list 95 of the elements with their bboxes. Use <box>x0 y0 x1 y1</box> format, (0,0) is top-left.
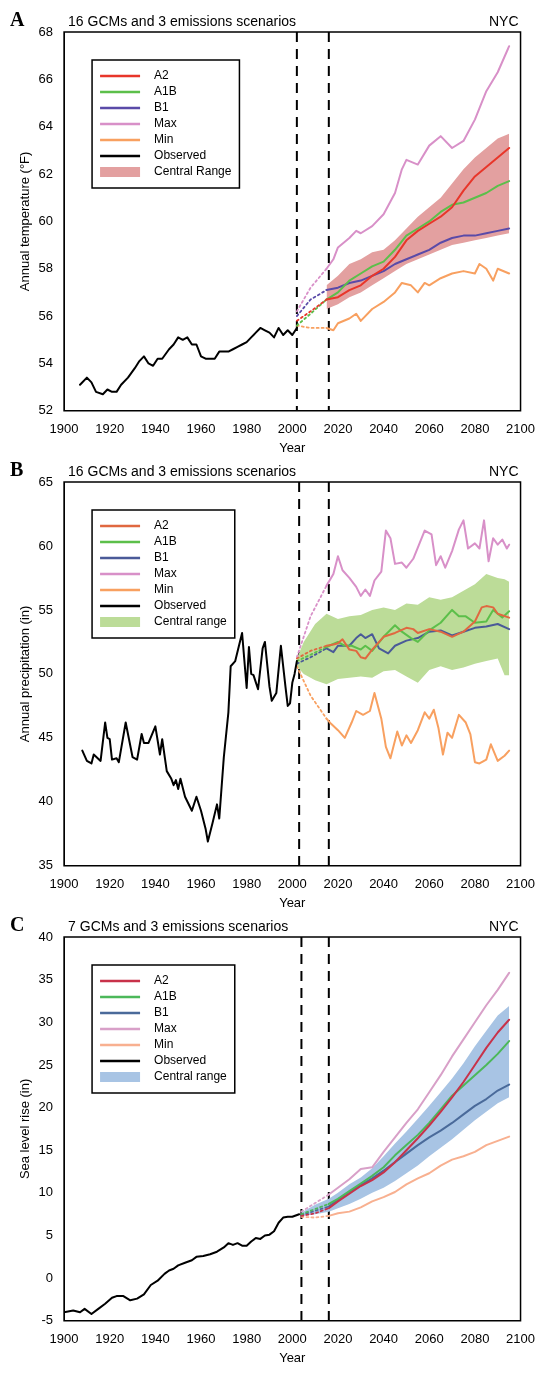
legend-label: Central range <box>154 614 228 629</box>
x-tick-label: 2040 <box>369 876 399 892</box>
legend-label: Max <box>154 116 177 131</box>
legend-label: Min <box>154 582 174 597</box>
legend-label: B1 <box>154 550 170 565</box>
x-tick-label: 2040 <box>369 421 399 437</box>
x-axis-title: Year <box>279 894 307 910</box>
legend-label: A1B <box>154 534 177 549</box>
y-tick-label: 5 <box>45 1227 54 1243</box>
y-axis-title: Annual precipitation (in) <box>17 605 33 743</box>
legend-label: B1 <box>154 1005 170 1020</box>
x-tick-label: 2000 <box>277 876 307 892</box>
x-tick-label: 2020 <box>323 876 353 892</box>
y-tick-label: 55 <box>38 601 54 617</box>
x-tick-label: 1940 <box>140 421 170 437</box>
legend-label: B1 <box>154 100 170 115</box>
legend-label: Central Range <box>154 164 232 179</box>
legend-label: Min <box>154 132 174 147</box>
x-tick-label: 2060 <box>414 1331 444 1347</box>
y-tick-label: 40 <box>38 793 54 809</box>
y-tick-label: 50 <box>38 665 54 681</box>
x-tick-label: 1960 <box>186 876 216 892</box>
x-tick-label: 1940 <box>140 1331 170 1347</box>
text: A <box>10 8 25 31</box>
chart-subtitle: NYC <box>488 917 519 934</box>
x-tick-label: 2020 <box>323 1331 353 1347</box>
y-tick-label: 56 <box>38 307 54 323</box>
x-tick-label: 2080 <box>460 421 490 437</box>
y-tick-label: 35 <box>38 971 54 987</box>
x-tick-label: 1960 <box>186 421 216 437</box>
y-tick-label: 68 <box>38 23 54 39</box>
legend-label: Min <box>154 1037 174 1052</box>
y-tick-label: 58 <box>38 260 54 276</box>
y-tick-label: 52 <box>38 402 54 418</box>
legend-label: A2 <box>154 518 170 533</box>
x-tick-label: 2100 <box>506 1331 535 1347</box>
x-tick-label: 2060 <box>414 876 444 892</box>
legend-label: Max <box>154 566 177 581</box>
x-tick-label: 1980 <box>232 876 262 892</box>
y-axis-title: Sea level rise (in) <box>17 1078 33 1180</box>
legend-label: Observed <box>154 148 207 163</box>
x-tick-label: 1900 <box>49 876 79 892</box>
y-tick-label: 40 <box>38 928 54 944</box>
legend-label: Observed <box>154 1053 207 1068</box>
x-tick-label: 2100 <box>506 421 535 437</box>
y-tick-label: 66 <box>38 70 54 86</box>
x-tick-label: 2040 <box>369 1331 399 1347</box>
x-tick-label: 1900 <box>49 1331 79 1347</box>
y-tick-label: 20 <box>38 1099 54 1115</box>
text: C <box>10 913 25 936</box>
y-tick-label: 35 <box>38 857 54 873</box>
x-tick-label: 1920 <box>95 876 125 892</box>
y-tick-label: 0 <box>45 1269 54 1285</box>
y-tick-label: 60 <box>38 212 54 228</box>
x-tick-label: 2000 <box>277 1331 307 1347</box>
x-tick-label: 1960 <box>186 1331 216 1347</box>
x-tick-label: 2020 <box>323 421 353 437</box>
y-tick-label: 65 <box>38 473 54 489</box>
chart-title: 16 GCMs and 3 emissions scenarios <box>68 12 297 29</box>
chart-subtitle: NYC <box>488 12 519 29</box>
chart-title: 16 GCMs and 3 emissions scenarios <box>68 462 297 479</box>
x-tick-label: 1920 <box>95 1331 125 1347</box>
y-tick-label: 62 <box>38 165 54 181</box>
y-tick-label: -5 <box>41 1312 54 1328</box>
x-tick-label: 2080 <box>460 876 490 892</box>
x-tick-label: 1980 <box>232 421 262 437</box>
y-tick-label: 10 <box>38 1184 54 1200</box>
legend-label: A1B <box>154 989 177 1004</box>
x-tick-label: 1940 <box>140 876 170 892</box>
y-tick-label: 45 <box>38 729 54 745</box>
legend-label: A2 <box>154 973 170 988</box>
x-tick-label: 2100 <box>506 876 535 892</box>
chart-subtitle: NYC <box>488 462 519 479</box>
x-tick-label: 1980 <box>232 1331 262 1347</box>
y-tick-label: 30 <box>38 1013 54 1029</box>
y-tick-label: 64 <box>38 118 54 134</box>
legend-label: Central range <box>154 1069 228 1084</box>
y-tick-label: 25 <box>38 1056 54 1072</box>
legend-label: Max <box>154 1021 177 1036</box>
legend-label: A2 <box>154 68 170 83</box>
y-tick-label: 15 <box>38 1141 54 1157</box>
x-tick-label: 2000 <box>277 421 307 437</box>
y-tick-label: 60 <box>38 537 54 553</box>
x-tick-label: 1920 <box>95 421 125 437</box>
x-tick-label: 2080 <box>460 1331 490 1347</box>
chart-title: 7 GCMs and 3 emissions scenarios <box>68 917 289 934</box>
x-tick-label: 1900 <box>49 421 79 437</box>
x-tick-label: 2060 <box>414 421 444 437</box>
legend-label: Observed <box>154 598 207 613</box>
legend-label: A1B <box>154 84 177 99</box>
text: B <box>10 458 24 481</box>
y-tick-label: 54 <box>38 355 54 371</box>
x-axis-title: Year <box>279 1349 307 1365</box>
y-axis-title: Annual temperature (°F) <box>17 151 33 292</box>
x-axis-title: Year <box>279 439 307 455</box>
